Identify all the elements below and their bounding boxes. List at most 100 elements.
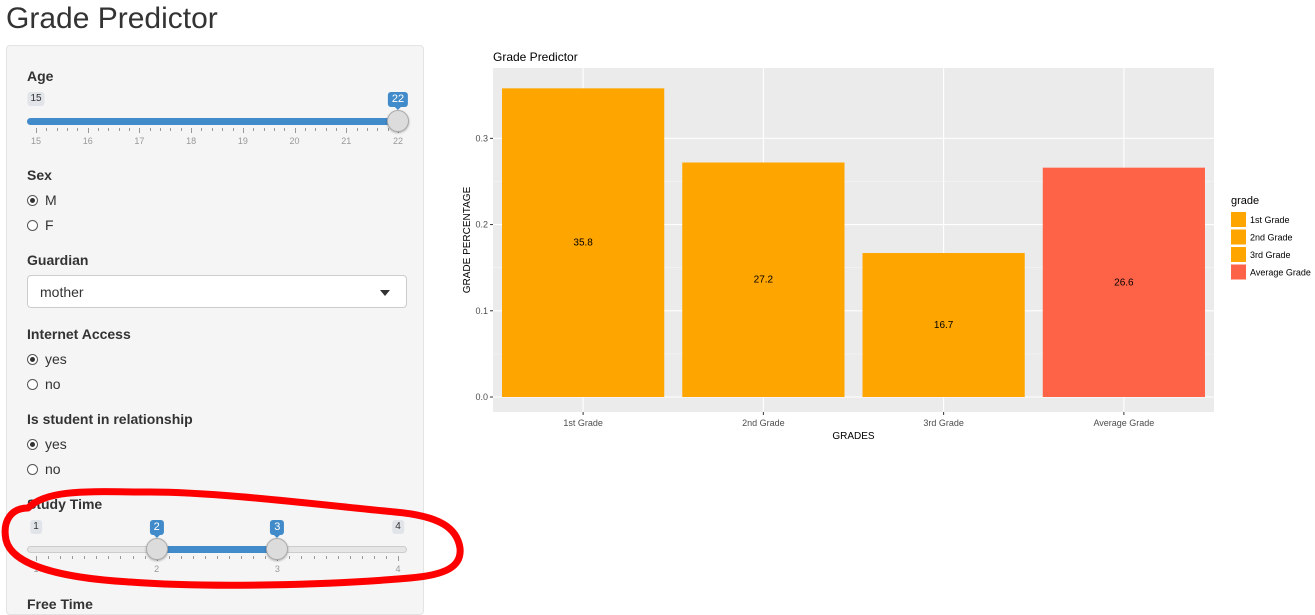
y-axis-title: GRADE PERCENTAGE — [462, 186, 473, 293]
age-slider[interactable]: 1522221516171819202122 — [27, 92, 409, 152]
sidebar-panel: Age 1522221516171819202122 Sex M F Guard… — [6, 45, 424, 615]
slider-tick-label: 17 — [134, 136, 145, 146]
legend-swatch — [1231, 229, 1246, 245]
radio-button-icon[interactable] — [27, 219, 38, 231]
slider-tick-label: 4 — [395, 564, 401, 574]
x-tick-label: 3rd Grade — [923, 418, 964, 428]
slider-minor-tick — [204, 556, 206, 559]
sex-option-m[interactable]: M — [27, 191, 57, 209]
slider-minor-tick — [84, 556, 86, 559]
legend-label: 2nd Grade — [1250, 233, 1293, 243]
slider-minor-tick — [263, 128, 265, 131]
guardian-selected-value: mother — [40, 284, 84, 300]
slider-tick-label: 2 — [154, 564, 160, 574]
sex-option-f[interactable]: F — [27, 216, 54, 234]
data-label: 16.7 — [934, 320, 954, 331]
age-label: Age — [27, 68, 54, 84]
relationship-option-no[interactable]: no — [27, 460, 61, 478]
slider-tick — [36, 556, 37, 561]
slider-tick — [87, 128, 89, 133]
data-label: 27.2 — [754, 275, 774, 286]
slider-minor-tick — [304, 128, 306, 131]
slider-minor-tick — [201, 128, 203, 131]
bar — [682, 162, 845, 397]
slider-minor-tick — [241, 556, 243, 559]
slider-minor-tick — [144, 556, 146, 559]
data-label: 26.6 — [1114, 277, 1134, 288]
slider-min-label: 15 — [27, 92, 45, 106]
study-time-slider[interactable]: 1 4 2 3 1 2 3 4 — [27, 520, 407, 580]
slider-minor-tick — [168, 556, 170, 559]
internet-access-label: Internet Access — [27, 326, 131, 342]
slider-tick-label: 16 — [82, 136, 93, 146]
slider-minor-tick — [387, 128, 389, 131]
sex-label: Sex — [27, 167, 52, 183]
slider-minor-tick — [265, 556, 267, 559]
slider-minor-tick — [232, 128, 234, 131]
slider-minor-tick — [284, 128, 286, 131]
slider-tick-label: 21 — [341, 136, 352, 146]
slider-value-label: 2 — [149, 520, 164, 538]
slider-minor-tick — [325, 128, 327, 131]
slider-max-label: 4 — [392, 520, 404, 534]
slider-minor-tick — [149, 128, 151, 131]
internet-option-yes[interactable]: yes — [27, 350, 67, 368]
slider-minor-tick — [48, 556, 50, 559]
slider-tick-label: 1 — [33, 564, 39, 574]
slider-minor-tick — [289, 556, 291, 559]
slider-minor-tick — [349, 556, 351, 559]
bar — [1042, 167, 1205, 397]
slider-minor-tick — [361, 556, 363, 559]
guardian-label: Guardian — [27, 252, 89, 268]
slider-tick — [242, 128, 244, 133]
slider-tick-label: 20 — [289, 136, 300, 146]
radio-button-icon[interactable] — [27, 353, 38, 365]
slider-minor-tick — [253, 556, 255, 559]
slider-minor-tick — [222, 128, 224, 131]
slider-minor-tick — [160, 128, 162, 131]
y-tick-label: 0.2 — [475, 220, 488, 230]
slider-handle[interactable] — [145, 538, 168, 560]
slider-handle[interactable] — [266, 538, 289, 560]
slider-handle[interactable] — [387, 110, 409, 132]
slider-value-label: 3 — [270, 520, 285, 538]
slider-minor-tick — [56, 128, 58, 131]
slider-minor-tick — [132, 556, 134, 559]
slider-minor-tick — [217, 556, 218, 559]
radio-label: no — [45, 376, 61, 392]
internet-option-no[interactable]: no — [27, 375, 61, 393]
radio-button-icon[interactable] — [27, 194, 38, 206]
slider-min-label: 1 — [30, 520, 42, 534]
relationship-option-yes[interactable]: yes — [27, 435, 67, 453]
legend-title: grade — [1231, 195, 1259, 207]
legend-swatch — [1231, 212, 1246, 227]
slider-minor-tick — [315, 128, 317, 131]
slider-minor-tick — [385, 556, 387, 559]
data-label: 35.8 — [573, 238, 593, 249]
slider-minor-tick — [67, 128, 69, 131]
slider-minor-tick — [118, 128, 120, 131]
slider-minor-tick — [60, 556, 62, 559]
slider-minor-tick — [335, 128, 337, 131]
legend-label: 3rd Grade — [1250, 250, 1291, 260]
plot-output: 0.0 0.1 0.2 0.3 35.8 1st Grade 27.2 2nd Grade 16… — [455, 44, 1315, 444]
slider-minor-tick — [108, 128, 110, 131]
slider-minor-tick — [170, 128, 172, 131]
slider-minor-tick — [313, 556, 315, 559]
relationship-label: Is student in relationship — [27, 411, 193, 427]
legend-swatch — [1231, 264, 1246, 280]
radio-button-icon[interactable] — [27, 463, 38, 475]
radio-label: yes — [45, 436, 67, 452]
radio-button-icon[interactable] — [27, 438, 38, 450]
radio-label: no — [45, 461, 61, 477]
slider-minor-tick — [72, 556, 74, 559]
slider-minor-tick — [373, 556, 375, 559]
slider-tick-label: 18 — [186, 136, 197, 146]
radio-button-icon[interactable] — [27, 378, 38, 390]
x-tick-label: 1st Grade — [563, 418, 603, 428]
chevron-down-icon[interactable] — [380, 290, 390, 296]
guardian-select[interactable]: mother — [27, 275, 407, 308]
y-tick-label: 0.1 — [475, 306, 488, 316]
slider-fill — [27, 118, 398, 125]
slider-minor-tick — [180, 556, 182, 559]
